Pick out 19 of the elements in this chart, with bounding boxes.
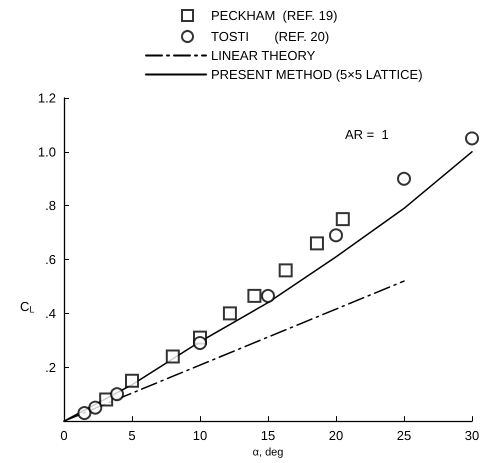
x-axis-title: α, deg (252, 446, 284, 458)
x-tick-label: 30 (464, 428, 480, 444)
y-tick-label: .2 (45, 360, 56, 375)
y-tick-label: .6 (45, 252, 56, 268)
y-tick-label: 1.2 (38, 90, 56, 106)
x-tick-label: 10 (192, 428, 208, 444)
legend-label: PECKHAM (REF. 19) (211, 8, 338, 23)
x-tick-label: 25 (396, 428, 412, 444)
x-tick-label: 20 (328, 428, 344, 444)
x-tick-label: 15 (260, 428, 276, 444)
y-tick-label: 1.0 (38, 144, 56, 160)
x-tick-label: 5 (128, 428, 136, 444)
legend-label: LINEAR THEORY (211, 48, 316, 63)
y-tick-label: .4 (45, 306, 56, 321)
x-tick-label: 0 (60, 428, 68, 444)
annotation: AR = 1 (345, 127, 389, 142)
legend-label: TOSTI (REF. 20) (211, 29, 330, 44)
legend-label: PRESENT METHOD (5×5 LATTICE) (211, 67, 423, 82)
y-tick-label: .8 (45, 198, 56, 214)
